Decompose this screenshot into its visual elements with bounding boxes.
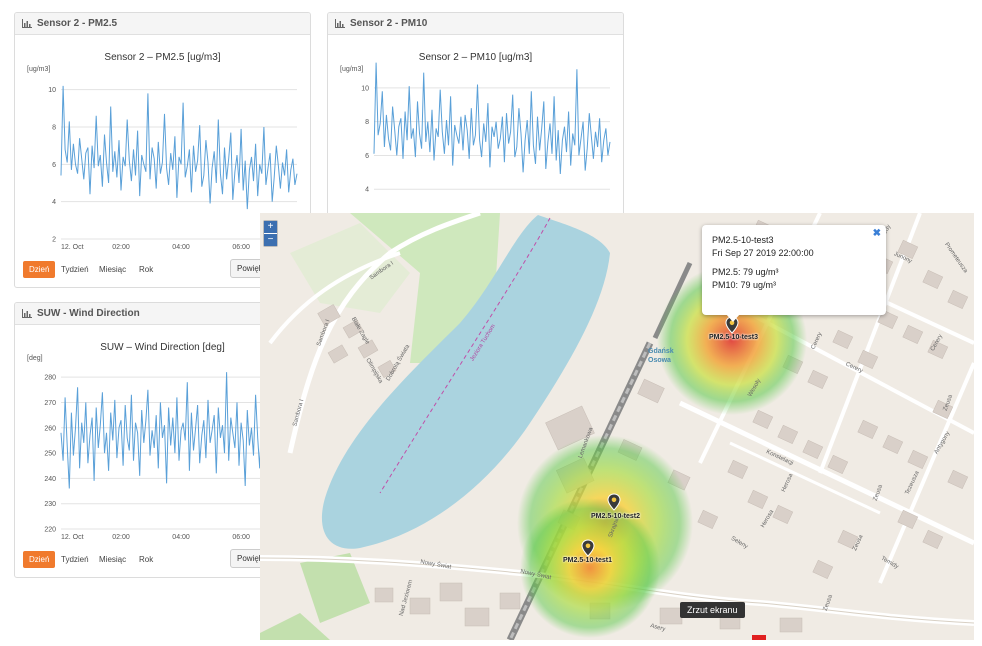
- close-icon[interactable]: ✖: [872, 228, 881, 239]
- pm10-chart-title: Sensor 2 – PM10 [ug/m3]: [418, 52, 533, 63]
- heatmap-spot-test1: [520, 498, 660, 638]
- bar-chart-icon: [22, 19, 32, 28]
- wind-y-tick-label: 250: [44, 451, 56, 458]
- pm10-y-tick-label: 10: [361, 85, 369, 92]
- pm25-panel: Sensor 2 - PM2.5 Sensor 2 – PM2.5 [ug/m3…: [14, 12, 311, 288]
- pm25-x-tick-label: 04:00: [172, 244, 190, 251]
- wind-y-unit: [deg]: [27, 355, 43, 362]
- pm10-y-tick-label: 8: [365, 119, 369, 126]
- wind-y-tick-label: 240: [44, 476, 56, 483]
- popup-pm10: PM10: 79 ug/m³: [712, 280, 777, 290]
- pm10-panel-title: Sensor 2 - PM10: [350, 18, 428, 29]
- pm25-y-tick-label: 6: [52, 162, 56, 169]
- enlarge-button[interactable]: Powięk: [230, 549, 270, 568]
- pm25-x-tick-label: 06:00: [232, 244, 250, 251]
- period-week-button[interactable]: Tydzień: [61, 555, 89, 564]
- map-marker-pin-icon[interactable]: [581, 539, 595, 557]
- map-zoom-control: + −: [263, 220, 278, 247]
- popup-tip: [726, 314, 740, 322]
- popup-title: PM2.5-10-test3: [712, 235, 774, 245]
- pm25-x-tick-label: 02:00: [112, 244, 130, 251]
- marker-label-test1[interactable]: PM2.5-10-test1: [563, 557, 613, 564]
- pm25-panel-header: Sensor 2 - PM2.5: [15, 13, 310, 35]
- wind-y-tick-label: 260: [44, 425, 56, 432]
- wind-x-tick-label: 04:00: [172, 534, 190, 541]
- marker-label-test3[interactable]: PM2.5-10-test3: [709, 334, 759, 341]
- wind-series-line: [60, 372, 298, 489]
- period-month-button[interactable]: Miesiąc: [99, 265, 127, 274]
- marker-popup: ✖ PM2.5-10-test3 Fri Sep 27 2019 22:00:0…: [702, 225, 886, 315]
- pm10-y-unit: [ug/m3]: [340, 66, 364, 73]
- pm25-chart-title: Sensor 2 – PM2.5 [ug/m3]: [104, 52, 221, 63]
- wind-x-tick-label: 12. Oct: [61, 534, 84, 541]
- wind-panel-header: SUW - Wind Direction: [15, 303, 310, 325]
- bar-chart-icon: [335, 19, 345, 28]
- wind-y-tick-label: 230: [44, 501, 56, 508]
- period-day-button[interactable]: Dzień: [23, 551, 56, 568]
- wind-x-tick-label: 02:00: [112, 534, 130, 541]
- period-year-button[interactable]: Rok: [139, 265, 154, 274]
- pm25-x-tick-label: 12. Oct: [61, 244, 84, 251]
- zoom-in-button[interactable]: +: [264, 221, 277, 233]
- pm25-series-line: [60, 85, 298, 210]
- pm10-panel: Sensor 2 - PM10 Sensor 2 – PM10 [ug/m3] …: [327, 12, 624, 222]
- zoom-out-button[interactable]: −: [264, 233, 277, 246]
- popup-pm25: PM2.5: 79 ug/m³: [712, 267, 779, 277]
- wind-chart: 220 230 240 250 260 270 280 12. Oct 02:00 04:00 06…: [44, 372, 298, 541]
- period-month-button[interactable]: Miesiąc: [99, 555, 127, 564]
- period-day-button[interactable]: Dzień: [23, 261, 56, 278]
- wind-y-tick-label: 270: [44, 400, 56, 407]
- pm10-y-tick-label: 4: [365, 187, 369, 194]
- map-marker-pin-icon[interactable]: [607, 493, 621, 511]
- pm25-y-tick-label: 4: [52, 199, 56, 206]
- marker-label-test2[interactable]: PM2.5-10-test2: [591, 513, 641, 520]
- lake: [321, 215, 610, 549]
- pm25-panel-title: Sensor 2 - PM2.5: [37, 18, 118, 29]
- period-week-button[interactable]: Tydzień: [61, 265, 89, 274]
- period-year-button[interactable]: Rok: [139, 555, 154, 564]
- pm25-y-tick-label: 8: [52, 125, 56, 132]
- air-quality-map[interactable]: [260, 213, 974, 640]
- station-label: Gdańsk Osowa: [648, 348, 674, 364]
- pm10-panel-header: Sensor 2 - PM10: [328, 13, 623, 35]
- popup-date: Fri Sep 27 2019 22:00:00: [712, 248, 814, 258]
- wind-panel-title: SUW - Wind Direction: [37, 308, 140, 319]
- wind-x-tick-label: 06:00: [232, 534, 250, 541]
- pm25-y-tick-label: 10: [48, 87, 56, 94]
- bar-chart-icon: [22, 309, 32, 318]
- pm25-y-tick-label: 2: [52, 237, 56, 244]
- pm10-y-tick-label: 6: [365, 153, 369, 160]
- wind-y-tick-label: 280: [44, 375, 56, 382]
- pm25-y-unit: [ug/m3]: [27, 66, 51, 73]
- pm25-chart: 2 4 6 8 10 12. Oct 02:00 04:00 06:00: [48, 85, 298, 251]
- screenshot-button[interactable]: Zrzut ekranu: [680, 602, 745, 618]
- wind-y-tick-label: 220: [44, 527, 56, 534]
- pm10-series-line: [373, 62, 611, 175]
- wind-chart-title: SUW – Wind Direction [deg]: [100, 342, 225, 353]
